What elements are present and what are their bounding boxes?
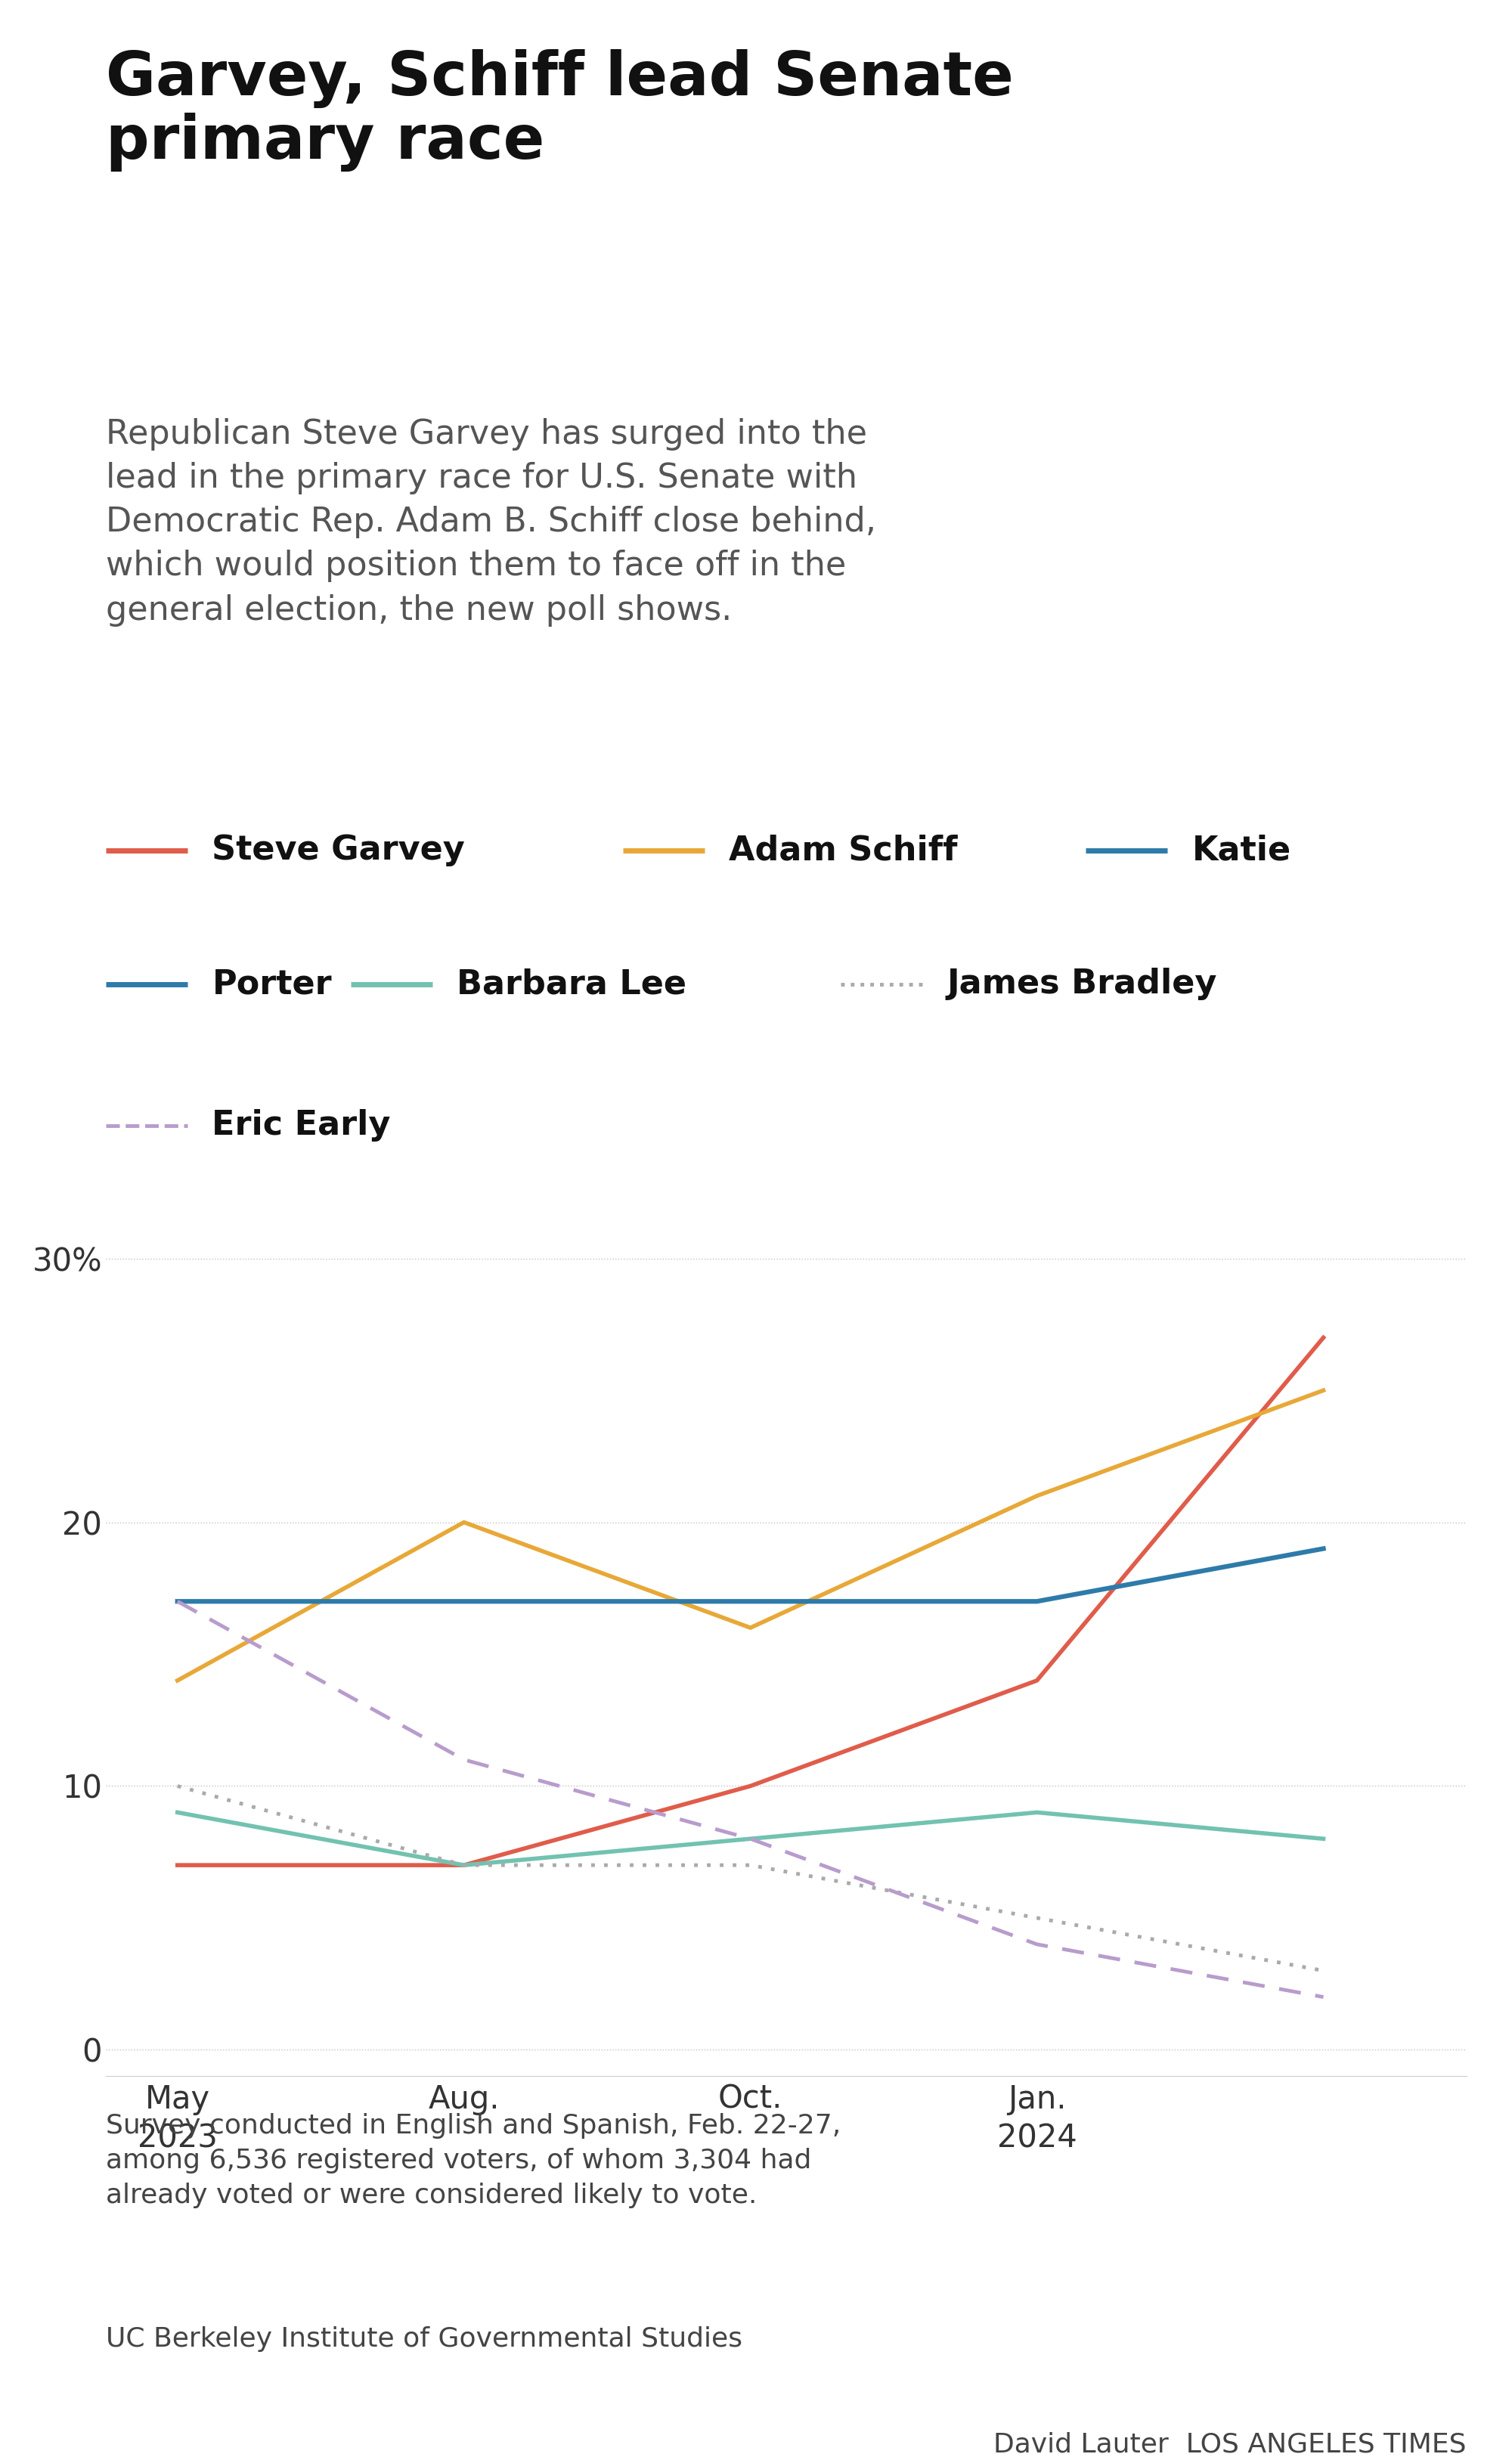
Text: James Bradley: James Bradley (947, 968, 1217, 1000)
Text: Eric Early: Eric Early (212, 1108, 390, 1143)
Text: Survey conducted in English and Spanish, Feb. 22-27,
among 6,536 registered vote: Survey conducted in English and Spanish,… (106, 2113, 841, 2209)
Text: Katie: Katie (1191, 833, 1291, 867)
Text: David Lauter  LOS ANGELES TIMES: David Lauter LOS ANGELES TIMES (993, 2432, 1467, 2457)
Text: Garvey, Schiff lead Senate
primary race: Garvey, Schiff lead Senate primary race (106, 49, 1013, 172)
Text: Steve Garvey: Steve Garvey (212, 833, 466, 867)
Text: Barbara Lee: Barbara Lee (457, 968, 686, 1000)
Text: Porter: Porter (212, 968, 333, 1000)
Text: Republican Steve Garvey has surged into the
lead in the primary race for U.S. Se: Republican Steve Garvey has surged into … (106, 418, 877, 627)
Text: UC Berkeley Institute of Governmental Studies: UC Berkeley Institute of Governmental St… (106, 2327, 742, 2351)
Text: Adam Schiff: Adam Schiff (729, 833, 957, 867)
